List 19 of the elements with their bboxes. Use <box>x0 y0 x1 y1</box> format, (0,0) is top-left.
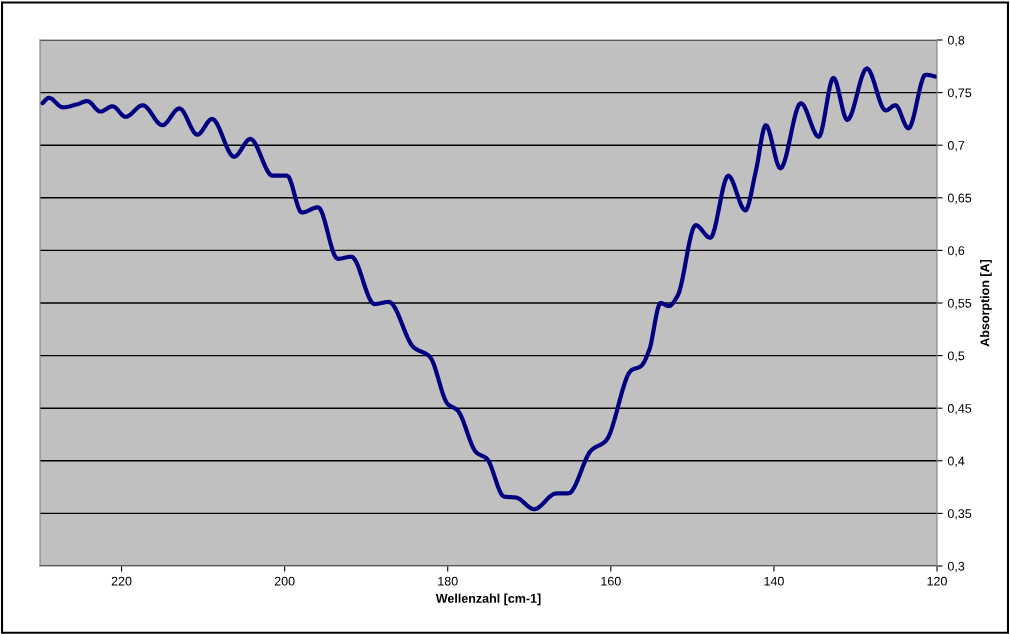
y-axis-title: Absorption [A] <box>980 259 992 347</box>
y-tick-label: 0,6 <box>947 246 965 257</box>
y-tick-label: 0,75 <box>947 88 972 99</box>
y-tick-label: 0,45 <box>947 404 972 415</box>
x-tick-label: 160 <box>601 576 621 586</box>
x-axis-title: Wellenzahl [cm-1] <box>435 593 541 606</box>
x-tick-label: 180 <box>438 576 458 586</box>
y-tick-label: 0,3 <box>947 561 965 573</box>
y-tick-label: 0,65 <box>947 193 972 204</box>
y-tick-label: 0,4 <box>947 456 965 467</box>
y-tick-label: 0,5 <box>947 351 965 362</box>
y-tick-label: 0,8 <box>947 35 965 47</box>
x-tick-label: 120 <box>927 576 947 586</box>
y-tick-label: 0,55 <box>947 298 972 310</box>
x-tick-label: 200 <box>274 576 295 586</box>
x-tick-label: 220 <box>111 576 132 586</box>
x-tick-label: 140 <box>764 576 784 586</box>
y-tick-label: 0,35 <box>947 509 972 520</box>
y-tick-label: 0,7 <box>947 141 965 152</box>
